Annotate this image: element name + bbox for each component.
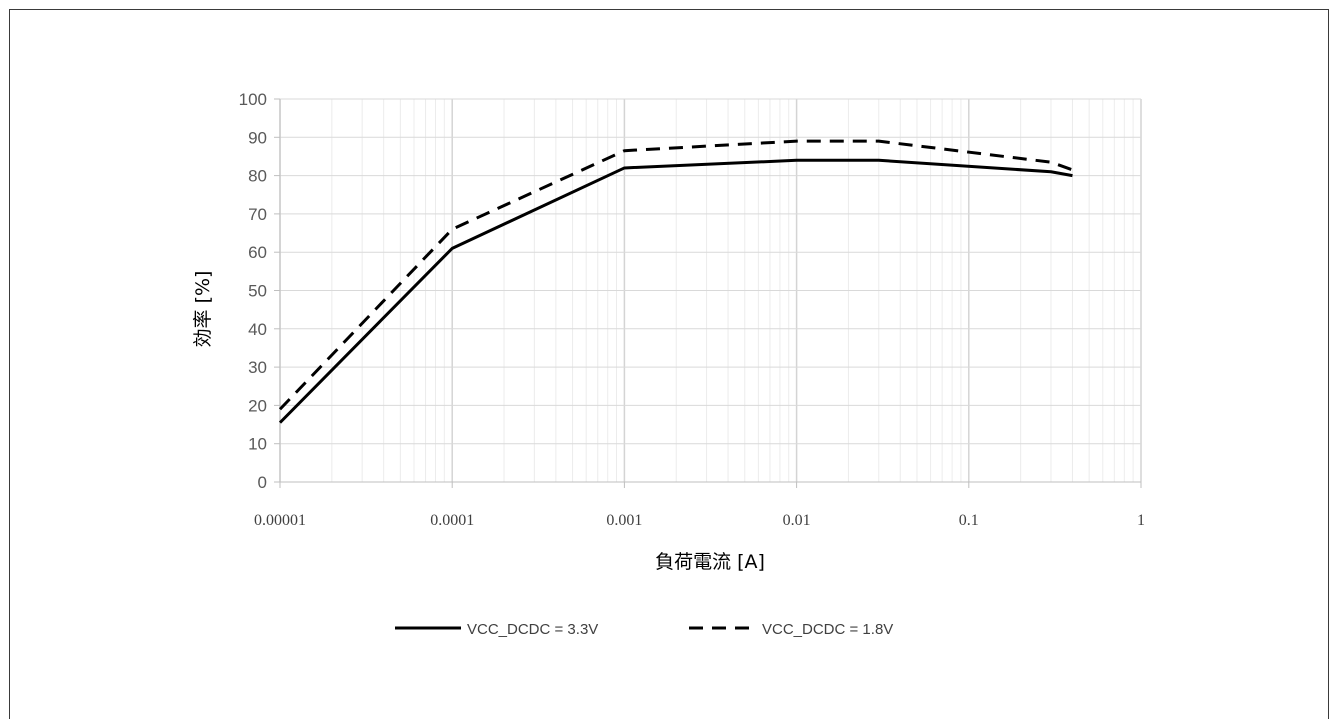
series-line-1	[278, 158, 1073, 424]
y-tick-label: 0	[258, 473, 267, 492]
y-tick-label: 80	[248, 167, 267, 186]
series-line-2	[278, 139, 1073, 411]
x-tick-label: 0.00001	[254, 512, 306, 529]
x-tick-labels: 0.00001 0.0001 0.001 0.01 0.1 1	[254, 512, 1145, 529]
legend-label-series-2: VCC_DCDC = 1.8V	[762, 621, 893, 638]
y-axis-title: 効率 [%]	[192, 271, 214, 348]
series-lines	[278, 139, 1073, 424]
y-tick-label: 30	[248, 358, 267, 377]
legend: VCC_DCDC = 3.3V VCC_DCDC = 1.8V	[395, 621, 893, 638]
chart-frame	[9, 9, 1329, 719]
y-tick-label: 90	[248, 128, 267, 147]
y-tick-label: 70	[248, 205, 267, 224]
x-tick-label: 0.001	[606, 512, 642, 529]
y-tick-label: 50	[248, 282, 267, 301]
x-tick-label: 0.0001	[430, 512, 474, 529]
legend-label-series-1: VCC_DCDC = 3.3V	[467, 621, 598, 638]
x-axis-title: 負荷電流 [A]	[655, 551, 765, 573]
y-tick-label: 100	[239, 90, 267, 109]
y-tick-label: 10	[248, 435, 267, 454]
y-tick-label: 20	[248, 396, 267, 415]
x-tick-label: 0.01	[783, 512, 811, 529]
y-tick-labels: 0 10 20 30 40 50 60 70 80 90 100	[239, 90, 267, 492]
y-tick-label: 60	[248, 243, 267, 262]
axes	[274, 98, 1142, 488]
x-tick-label: 0.1	[959, 512, 979, 529]
y-tick-label: 40	[248, 320, 267, 339]
x-tick-label: 1	[1137, 512, 1145, 529]
